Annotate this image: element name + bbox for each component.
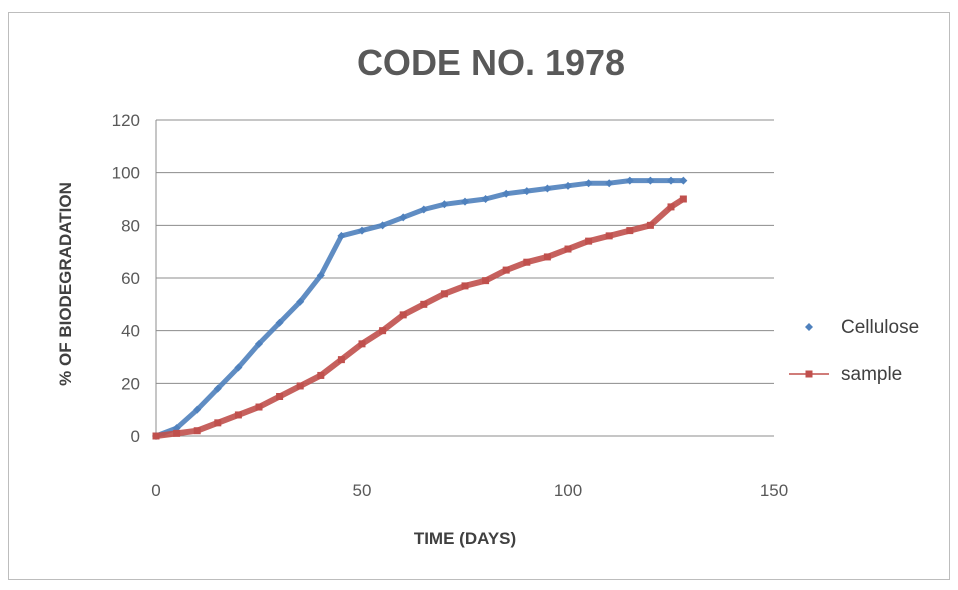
point-cellulose-15 bbox=[461, 197, 469, 206]
point-sample-18 bbox=[523, 258, 531, 266]
point-cellulose-8 bbox=[316, 271, 325, 280]
point-cellulose-20 bbox=[564, 181, 572, 190]
legend-label-sample: sample bbox=[841, 364, 902, 385]
point-sample-24 bbox=[646, 221, 654, 229]
x-tick-label-50: 50 bbox=[353, 481, 372, 500]
point-sample-13 bbox=[420, 300, 428, 308]
point-cellulose-11 bbox=[378, 221, 387, 230]
series-layer bbox=[152, 176, 688, 440]
point-sample-3 bbox=[214, 419, 222, 427]
point-cellulose-6 bbox=[275, 318, 284, 327]
legend-marker-sample bbox=[805, 370, 813, 378]
point-cellulose-25 bbox=[667, 176, 675, 185]
point-sample-21 bbox=[585, 237, 593, 245]
point-cellulose-23 bbox=[625, 176, 634, 185]
x-tick-label-100: 100 bbox=[554, 481, 582, 500]
legend-marker-cellulose bbox=[805, 323, 813, 331]
series-sample bbox=[152, 195, 687, 440]
point-cellulose-24 bbox=[646, 176, 655, 185]
axes bbox=[155, 120, 774, 437]
y-tick-label-0: 0 bbox=[131, 427, 140, 446]
tick-labels: 0 20 40 60 80 100 120 0 50 100 150 bbox=[112, 111, 789, 500]
point-sample-20 bbox=[564, 245, 572, 253]
point-sample-14 bbox=[440, 290, 448, 298]
point-cellulose-14 bbox=[440, 200, 449, 209]
chart-title: CODE NO. 1978 bbox=[357, 42, 625, 83]
y-tick-label-20: 20 bbox=[121, 374, 140, 393]
point-sample-7 bbox=[296, 382, 304, 390]
point-sample-26 bbox=[679, 195, 687, 203]
x-tick-label-0: 0 bbox=[151, 481, 160, 500]
point-cellulose-3 bbox=[213, 384, 222, 393]
point-sample-25 bbox=[667, 203, 675, 211]
grid bbox=[156, 119, 774, 384]
y-tick-label-40: 40 bbox=[121, 322, 140, 341]
point-cellulose-18 bbox=[522, 187, 531, 196]
point-sample-11 bbox=[379, 327, 387, 335]
point-cellulose-26 bbox=[679, 176, 688, 185]
point-cellulose-10 bbox=[358, 226, 366, 235]
point-cellulose-17 bbox=[502, 189, 511, 198]
legend-label-cellulose: Cellulose bbox=[841, 317, 919, 338]
point-sample-10 bbox=[358, 340, 366, 348]
x-tick-label-150: 150 bbox=[760, 481, 788, 500]
y-axis-title: % OF BIODEGRADATION bbox=[56, 182, 75, 386]
point-sample-9 bbox=[337, 356, 345, 364]
point-sample-23 bbox=[626, 227, 634, 235]
legend-item-cellulose: Cellulose bbox=[805, 317, 919, 338]
chart-svg: CODE NO. 1978 0 20 40 60 80 100 120 0 50 100 150 T… bbox=[56, 42, 919, 548]
x-axis-title: TIME (DAYS) bbox=[414, 529, 516, 548]
point-cellulose-19 bbox=[543, 184, 552, 193]
point-sample-8 bbox=[317, 371, 325, 379]
legend-item-sample: sample bbox=[789, 364, 902, 385]
point-cellulose-2 bbox=[193, 405, 202, 414]
point-cellulose-5 bbox=[255, 339, 263, 348]
point-sample-4 bbox=[234, 411, 242, 419]
point-sample-2 bbox=[193, 427, 201, 435]
point-cellulose-12 bbox=[399, 213, 408, 222]
point-sample-1 bbox=[173, 429, 181, 437]
point-sample-15 bbox=[461, 282, 469, 290]
point-cellulose-4 bbox=[234, 363, 243, 372]
point-sample-22 bbox=[605, 232, 613, 240]
point-cellulose-21 bbox=[584, 179, 593, 188]
y-tick-label-60: 60 bbox=[121, 269, 140, 288]
point-cellulose-7 bbox=[296, 297, 305, 306]
point-sample-0 bbox=[152, 432, 160, 440]
point-sample-16 bbox=[482, 277, 490, 285]
chart-frame: CODE NO. 1978 0 20 40 60 80 100 120 0 50 100 150 T… bbox=[8, 12, 950, 580]
y-tick-label-80: 80 bbox=[121, 216, 140, 235]
legend: Cellulose sample bbox=[789, 317, 919, 385]
point-sample-6 bbox=[276, 393, 284, 400]
point-cellulose-16 bbox=[481, 195, 490, 203]
series-cellulose bbox=[152, 176, 688, 440]
point-cellulose-13 bbox=[419, 205, 428, 214]
point-sample-5 bbox=[255, 403, 263, 411]
y-tick-label-120: 120 bbox=[112, 111, 140, 130]
point-cellulose-22 bbox=[605, 179, 614, 188]
point-sample-17 bbox=[502, 266, 510, 274]
series-trace-sample bbox=[155, 196, 686, 439]
point-sample-12 bbox=[399, 311, 407, 319]
y-tick-label-100: 100 bbox=[112, 164, 140, 183]
point-cellulose-9 bbox=[337, 231, 346, 240]
point-sample-19 bbox=[543, 253, 551, 261]
